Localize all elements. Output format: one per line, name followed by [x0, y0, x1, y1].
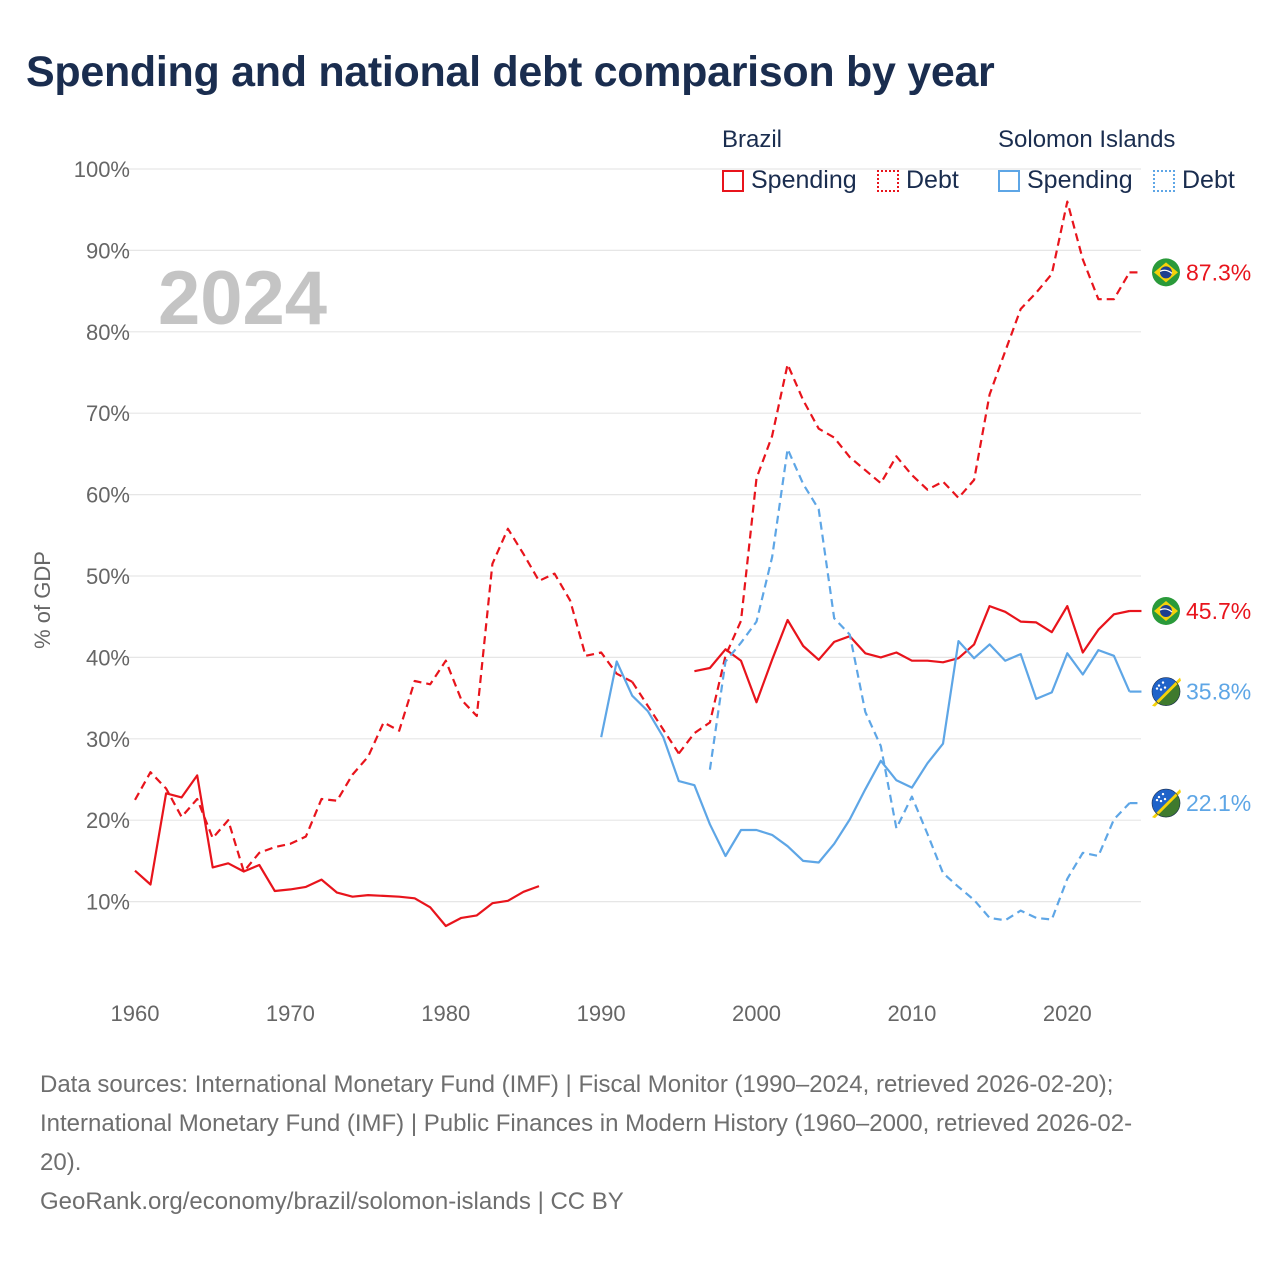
y-tick-label: 70% [86, 401, 130, 426]
legend-swatch-dotted [1153, 169, 1175, 192]
legend-swatch-solid [722, 169, 744, 192]
y-tick-label: 80% [86, 320, 130, 345]
y-tick-label: 100% [74, 157, 130, 182]
flag-outline [1151, 788, 1181, 818]
current-year-watermark: 2024 [158, 256, 327, 341]
legend-item-solomon-debt[interactable]: Debt [1153, 166, 1235, 195]
solomon-islands-flag-icon [1151, 788, 1181, 819]
series-line-brazil-debt [677, 200, 1131, 755]
series-line-brazil-spending [134, 774, 540, 928]
flag-green [1156, 793, 1181, 818]
y-tick-label: 60% [86, 483, 130, 508]
end-value-label: 45.7% [1186, 598, 1251, 624]
legend-label: Debt [906, 166, 959, 194]
legend-label: Debt [1182, 166, 1235, 194]
y-tick-label: 40% [86, 645, 130, 670]
series-line-brazil-debt [631, 681, 680, 755]
legend-swatch-dotted [877, 169, 899, 192]
end-value-label: 35.8% [1186, 679, 1251, 705]
x-tick-label: 1980 [421, 1001, 470, 1026]
flag-star [1161, 792, 1165, 796]
flag-star [1157, 795, 1161, 799]
x-tick-label: 1970 [266, 1001, 315, 1026]
sources-line-2: International Monetary Fund (IMF) | Publ… [40, 1110, 1133, 1137]
legend-item-brazil-debt[interactable]: Debt [877, 166, 959, 195]
series-line-brazil-debt [134, 527, 633, 873]
x-tick-label: 2000 [732, 1001, 781, 1026]
legend-label: Spending [1027, 166, 1133, 194]
series-line-brazil-spending [694, 605, 1130, 704]
flag-star [1161, 681, 1165, 684]
legend-item-brazil-spending[interactable]: Spending [722, 166, 857, 195]
y-axis-title: % of GDP [30, 551, 55, 649]
x-tick-label: 2020 [1043, 1001, 1092, 1026]
y-tick-label: 10% [86, 890, 130, 915]
end-value-label: 22.1% [1186, 790, 1251, 816]
chart-title: Spending and national debt comparison by… [26, 48, 995, 96]
flag-band [1159, 608, 1173, 613]
flag-globe [1160, 266, 1172, 279]
legend-group-brazil: Brazil [722, 126, 783, 153]
series-lines [134, 200, 1142, 928]
legend-swatch-solid [998, 169, 1020, 192]
flag-star [1159, 799, 1163, 803]
flag-star [1163, 797, 1167, 801]
axes: 10% 20% 30% 40% 50% 60% 70% 80% 90% 100% 1960 1970 1… [30, 157, 1092, 1026]
brazil-flag-icon [1152, 597, 1180, 626]
flag-star [1155, 687, 1159, 690]
y-tick-label: 50% [86, 564, 130, 589]
flag-star [1155, 798, 1159, 802]
data-sources-note: Data sources: International Monetary Fun… [40, 1065, 1240, 1221]
legend-item-solomon-spending[interactable]: Spending [998, 166, 1133, 195]
series-line-solomon-islands-debt [708, 447, 1131, 922]
y-tick-label: 30% [86, 727, 130, 752]
flag-star [1159, 688, 1163, 691]
flag-star [1163, 686, 1167, 689]
line-chart: 10% 20% 30% 40% 50% 60% 70% 80% 90% 100% 1960 1970 1… [30, 157, 1251, 1026]
flag-outline [1151, 677, 1181, 706]
flag-star [1157, 684, 1161, 687]
legend-label: Spending [751, 166, 857, 194]
flag-stripe [1152, 677, 1181, 707]
attribution-link[interactable]: GeoRank.org/economy/brazil/solomon-islan… [40, 1188, 624, 1215]
flag-stripe [1152, 789, 1181, 819]
flag-band [1159, 269, 1173, 274]
x-tick-label: 2010 [887, 1001, 936, 1026]
solomon-islands-flag-icon [1151, 677, 1181, 707]
legend-group-solomon-islands: Solomon Islands [998, 126, 1176, 153]
series-line-solomon-islands-spending [600, 640, 1131, 864]
y-tick-label: 90% [86, 238, 130, 263]
sources-line-3: 20). [40, 1149, 82, 1176]
end-labels: 45.7% 87.3% 35.8% 22.1% [1151, 258, 1251, 819]
flag-green [1156, 681, 1181, 706]
x-tick-label: 1990 [577, 1001, 626, 1026]
end-value-label: 87.3% [1186, 259, 1251, 285]
y-tick-label: 20% [86, 808, 130, 833]
x-tick-label: 1960 [111, 1001, 160, 1026]
brazil-flag-icon [1152, 258, 1180, 287]
sources-line-1: Data sources: International Monetary Fun… [40, 1071, 1114, 1098]
flag-globe [1160, 605, 1172, 618]
